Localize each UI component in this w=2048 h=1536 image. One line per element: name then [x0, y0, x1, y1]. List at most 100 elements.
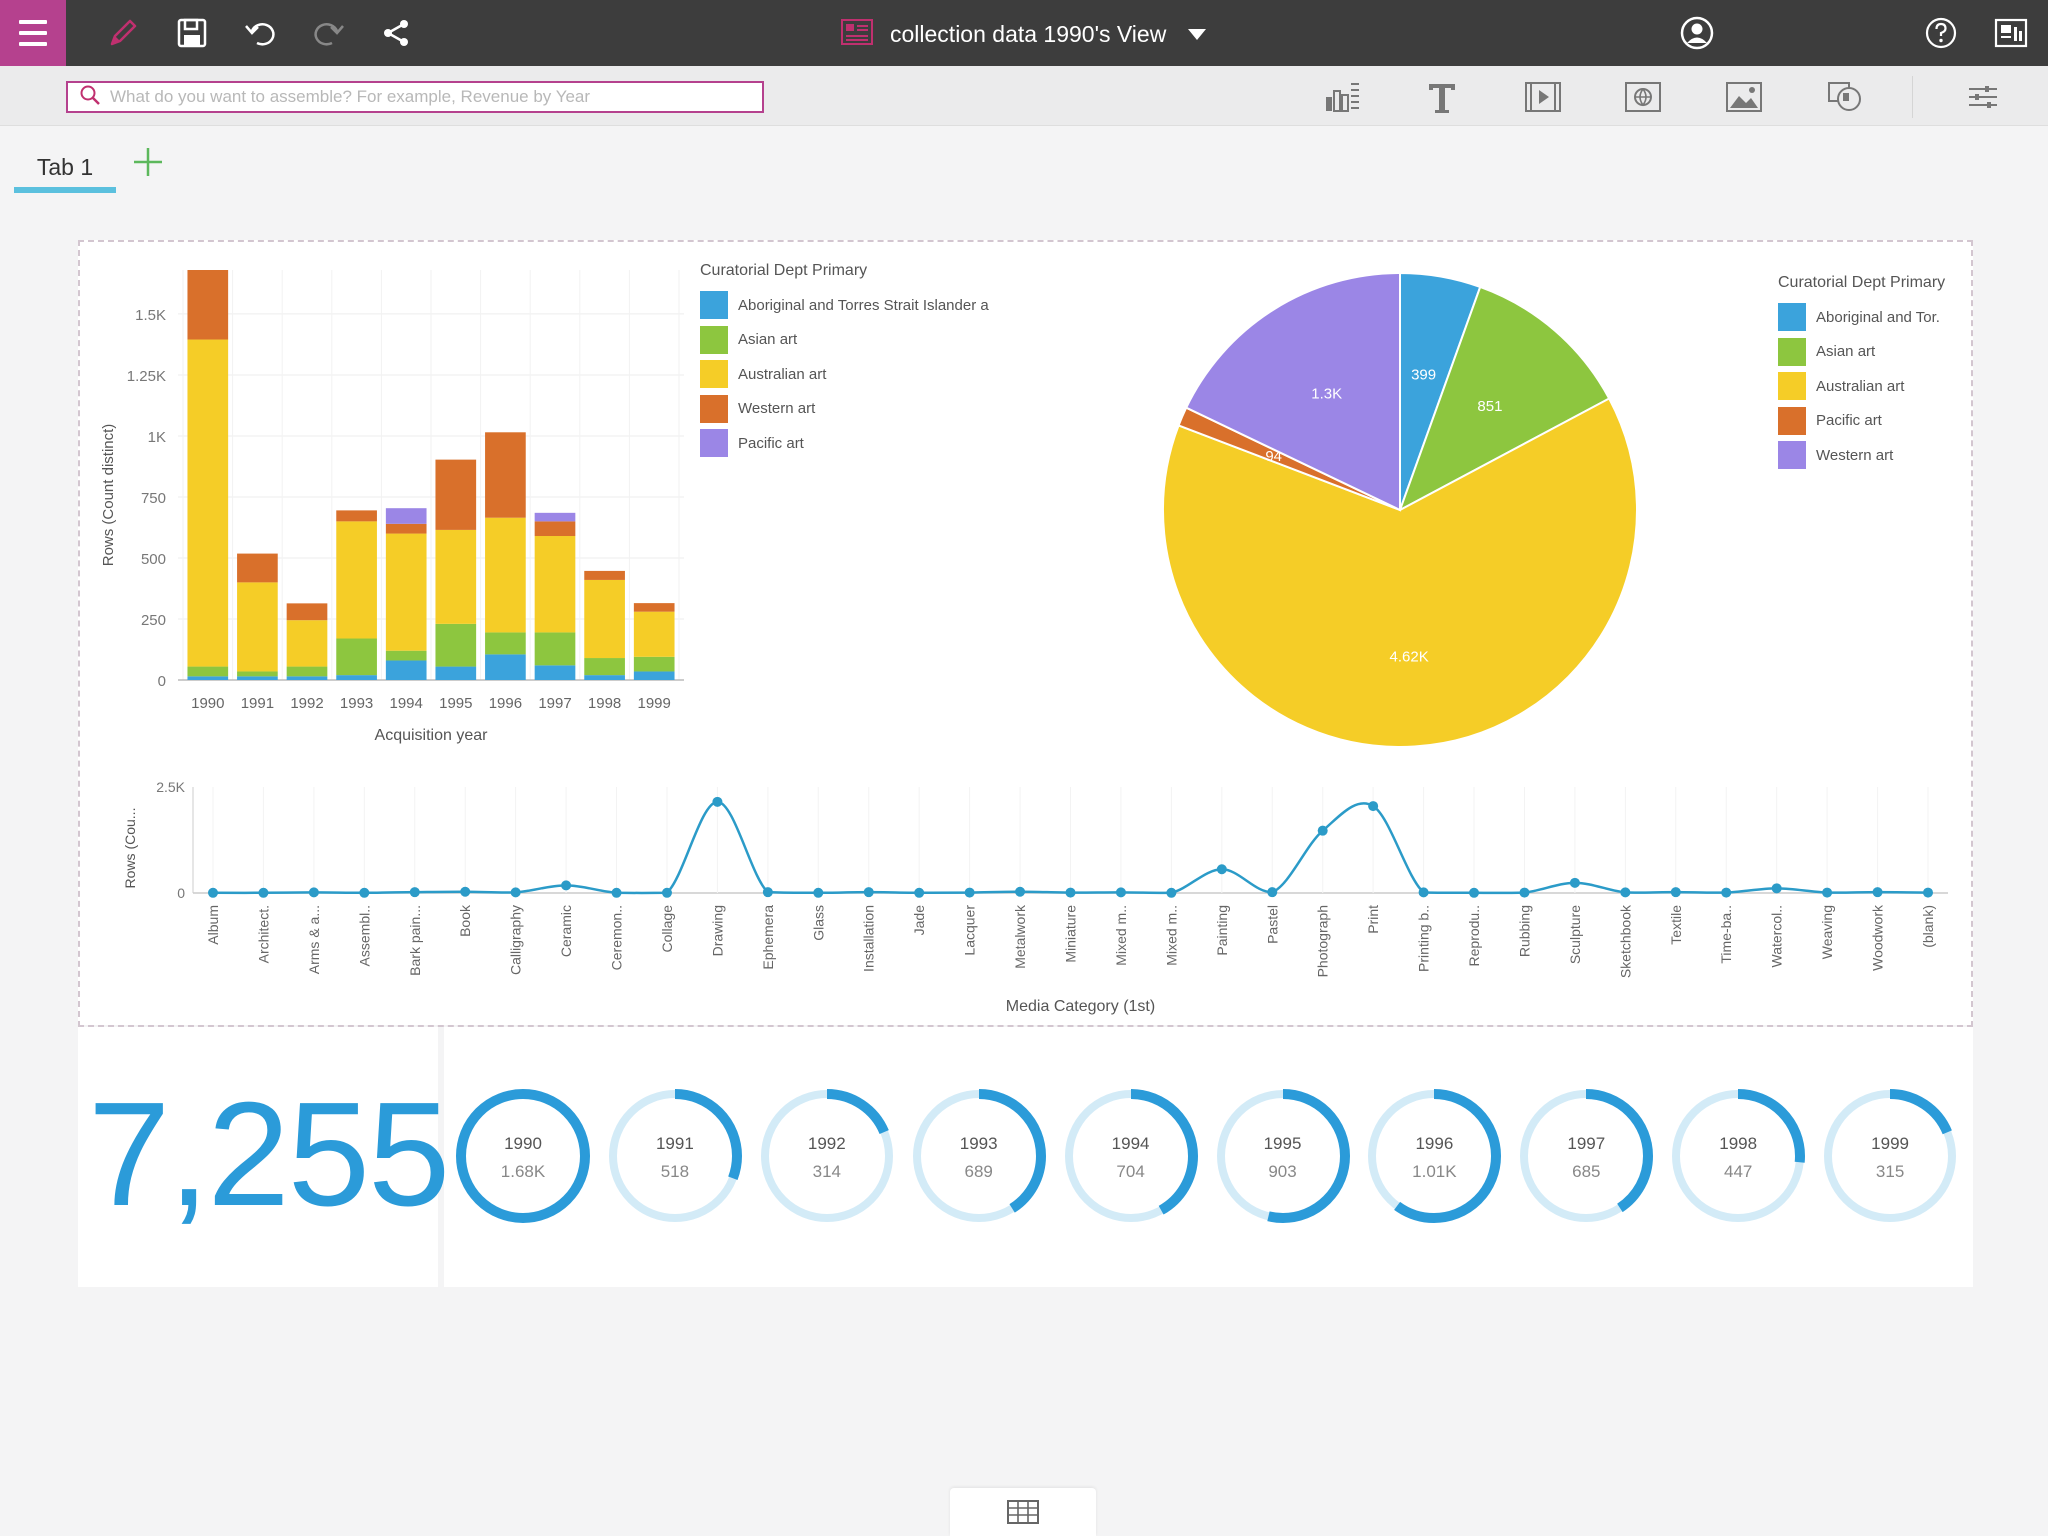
year-donut[interactable]: 1996 1.01K: [1364, 1086, 1504, 1226]
pie-legend-swatch: [1778, 372, 1806, 401]
pie-legend-label: Pacific art: [1816, 412, 1882, 430]
bar-y-tick-label: 0: [158, 673, 166, 690]
year-donut[interactable]: 1992 314: [757, 1086, 897, 1226]
bar-segment: [187, 676, 229, 680]
bar-y-tick-label: 250: [141, 612, 166, 629]
save-icon[interactable]: [172, 13, 212, 53]
donut-arc: [911, 1089, 1046, 1223]
redo-icon[interactable]: [308, 13, 348, 53]
line-x-tick-label: Calligraphy: [508, 905, 524, 975]
video-icon[interactable]: [1520, 76, 1566, 118]
bar-y-tick-label: 1.5K: [135, 307, 166, 324]
year-donut[interactable]: 1999 315: [1820, 1086, 1960, 1226]
bar-segment: [584, 570, 625, 580]
line-point: [1670, 887, 1681, 898]
chart-group-frame: [78, 240, 1973, 1027]
bar-segment: [237, 671, 278, 677]
donut-year-label: 1992: [807, 1134, 846, 1153]
donut-value-label: 518: [660, 1162, 690, 1181]
pie-legend-item[interactable]: Aboriginal and Tor.: [1778, 300, 1945, 335]
line-x-tick-label: Weaving: [1819, 905, 1835, 959]
line-point: [1519, 887, 1530, 898]
donut-year-label: 1991: [655, 1134, 694, 1153]
year-donut[interactable]: 1998 447: [1668, 1086, 1808, 1226]
bar-legend-item[interactable]: Australian art: [700, 357, 989, 392]
bar-segment: [336, 510, 377, 522]
search-input[interactable]: [110, 87, 750, 107]
user-avatar-icon[interactable]: [1677, 13, 1717, 53]
line-point: [1569, 877, 1580, 888]
bar-segment: [584, 658, 625, 676]
year-donut[interactable]: 1993 689: [909, 1086, 1049, 1226]
year-donut[interactable]: 1991 518: [605, 1086, 745, 1226]
year-donut[interactable]: 1990 1.68K: [453, 1086, 593, 1226]
bar-legend-title: Curatorial Dept Primary: [700, 262, 868, 279]
bar-segment: [534, 665, 576, 680]
bar-segment: [584, 579, 625, 659]
line-x-axis-label: Media Category (1st): [1006, 998, 1155, 1015]
donut-arc: [456, 1089, 590, 1223]
pie-legend-title: Curatorial Dept Primary: [1778, 274, 1946, 291]
donut-year-label: 1996: [1415, 1134, 1454, 1153]
line-x-tick-label: Sketchbook: [1617, 904, 1633, 978]
data-table-toggle[interactable]: [950, 1488, 1096, 1536]
builder-toolbar: [0, 66, 2048, 126]
bar-segment: [187, 666, 229, 677]
shapes-icon[interactable]: [1822, 76, 1868, 118]
share-icon[interactable]: [376, 13, 416, 53]
bar-legend-item[interactable]: Western art: [700, 392, 989, 427]
line-point: [258, 887, 269, 898]
report-icon[interactable]: [1991, 13, 2031, 53]
web-icon[interactable]: [1620, 76, 1666, 118]
bar-legend-item[interactable]: Aboriginal and Torres Strait Islander a: [700, 288, 989, 323]
pie-legend-label: Aboriginal and Tor.: [1816, 308, 1940, 326]
table-icon: [1007, 1500, 1039, 1524]
chart-builder-icon[interactable]: [1319, 76, 1365, 118]
donut-value-label: 314: [812, 1162, 841, 1181]
bar-legend-swatch: [700, 360, 728, 389]
pie-legend-item[interactable]: Australian art: [1778, 369, 1945, 404]
bar-segment: [485, 517, 526, 633]
bar-segment: [435, 623, 477, 667]
search-icon: [78, 83, 102, 112]
year-donut[interactable]: 1994 704: [1061, 1086, 1201, 1226]
donut-year-label: 1997: [1567, 1134, 1606, 1153]
pie-slice: [1184, 271, 1401, 512]
pie-legend-item[interactable]: Pacific art: [1778, 404, 1945, 439]
pie-legend-item[interactable]: Asian art: [1778, 335, 1945, 370]
bar-segment: [385, 523, 427, 534]
pie-legend-swatch: [1778, 441, 1806, 470]
view-menu-chevron-down-icon[interactable]: [1188, 28, 1207, 40]
line-y-axis-label: Rows (Cou...: [122, 808, 138, 889]
line-x-tick-label: Lacquer: [962, 905, 978, 956]
donut-arc: [1063, 1089, 1198, 1223]
bar-legend-item[interactable]: Pacific art: [700, 426, 989, 461]
tab-1[interactable]: Tab 1: [36, 154, 94, 180]
bar-legend-swatch: [700, 394, 728, 423]
image-icon[interactable]: [1721, 76, 1767, 118]
bar-segment: [237, 582, 278, 672]
line-point: [1216, 864, 1227, 875]
text-icon[interactable]: [1419, 76, 1465, 118]
line-point: [1015, 886, 1026, 897]
line-x-tick-label: Textile: [1668, 905, 1684, 945]
settings-sliders-icon[interactable]: [1960, 76, 2006, 118]
bar-legend-label: Pacific art: [738, 434, 804, 452]
donut-arc: [1215, 1089, 1350, 1223]
pie-slice-label: 851: [1477, 398, 1502, 415]
pencil-icon[interactable]: [103, 13, 143, 53]
year-donut[interactable]: 1997 685: [1516, 1086, 1656, 1226]
pie-legend-item[interactable]: Western art: [1778, 438, 1945, 473]
undo-icon[interactable]: [241, 13, 281, 53]
bar-legend-item[interactable]: Asian art: [700, 323, 989, 358]
hamburger-menu-button[interactable]: [0, 0, 66, 66]
help-icon[interactable]: [1921, 13, 1961, 53]
line-x-tick-label: Collage: [659, 905, 675, 953]
line-x-tick-label: Installation: [861, 905, 877, 972]
donut-year-label: 1993: [959, 1134, 998, 1153]
top-bar: collection data 1990's View: [0, 0, 2048, 66]
year-donut[interactable]: 1995 903: [1213, 1086, 1353, 1226]
line-point: [964, 887, 975, 898]
add-tab-button[interactable]: [128, 142, 168, 182]
bar-segment: [584, 675, 625, 680]
